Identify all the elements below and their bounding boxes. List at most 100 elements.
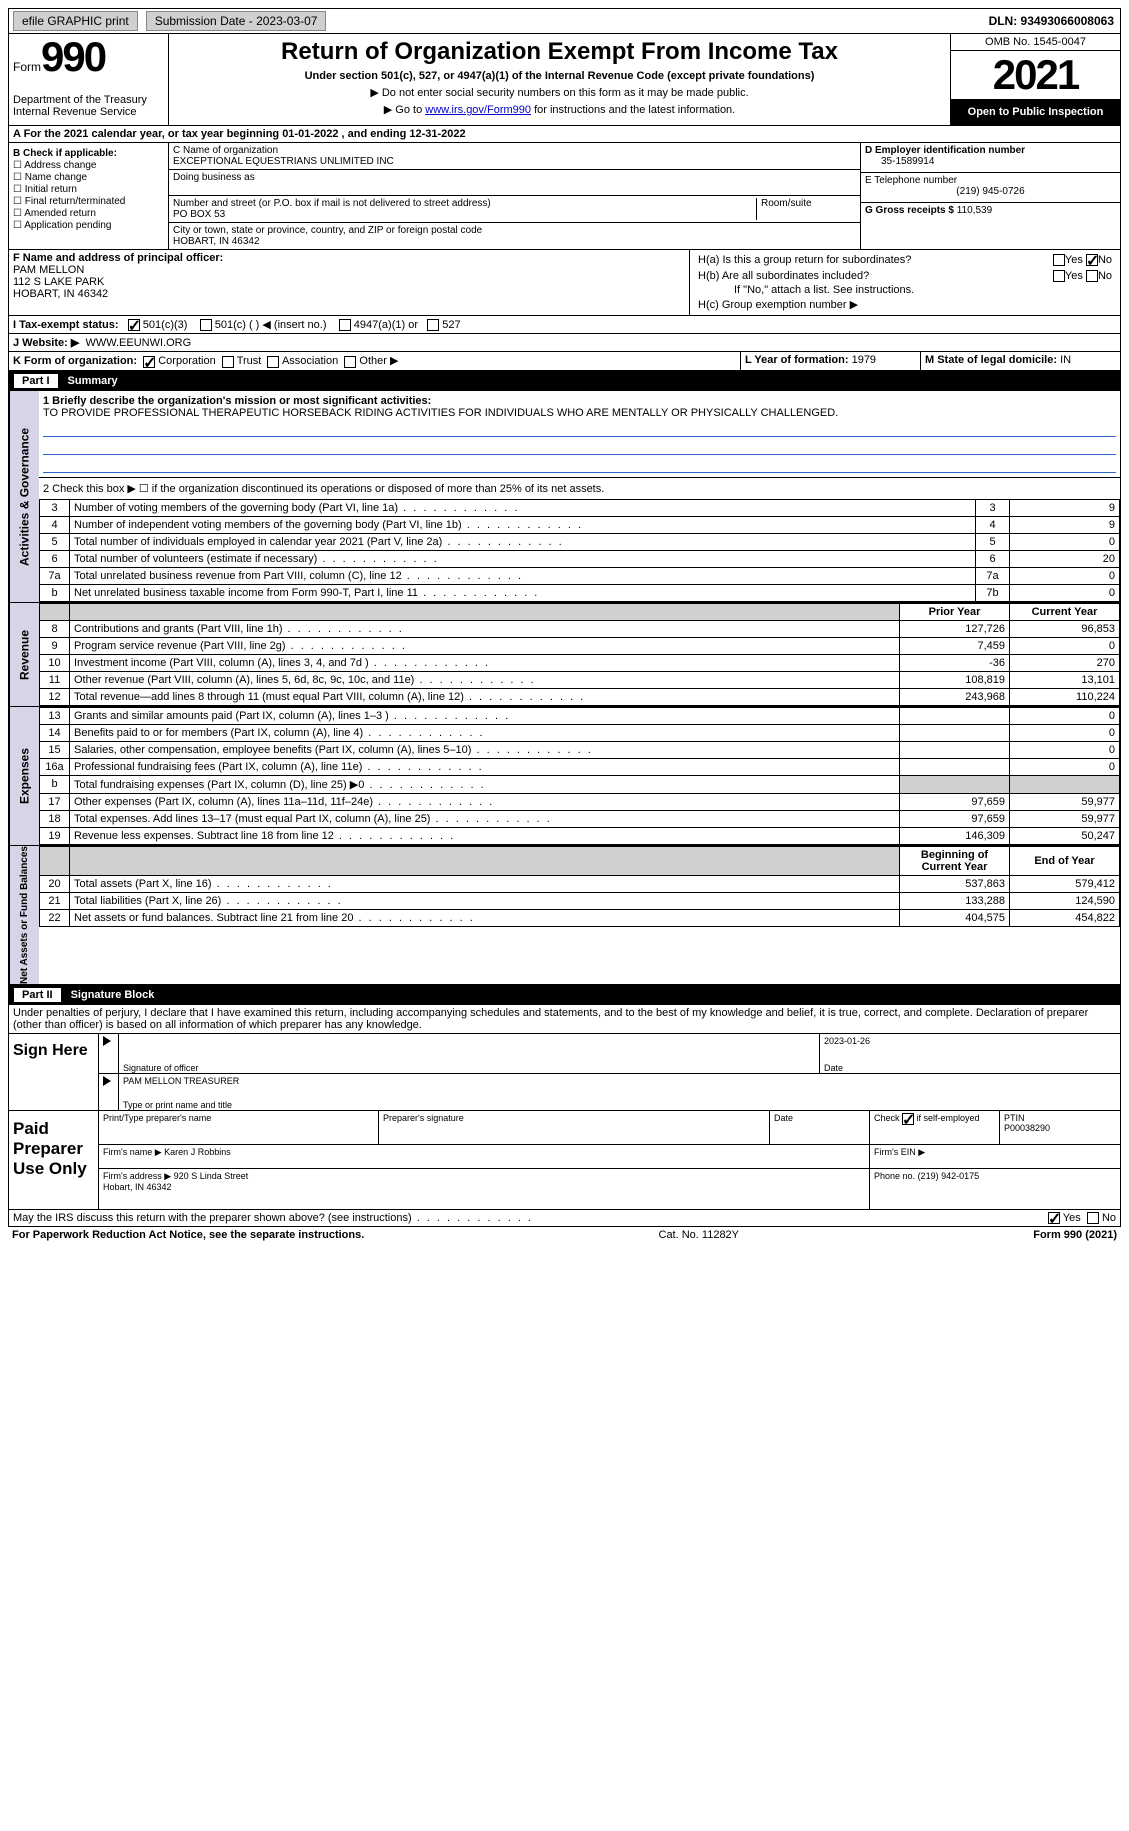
line-text: Professional fundraising fees (Part IX, … [70,758,900,775]
line-value: 9 [1010,516,1120,533]
check-other[interactable] [344,356,356,368]
line-value: 20 [1010,550,1120,567]
check-corp[interactable] [143,356,155,368]
line-text: Total unrelated business revenue from Pa… [70,567,976,584]
check-trust[interactable] [222,356,234,368]
dba-label: Doing business as [173,172,856,183]
addr-label: Number and street (or P.O. box if mail i… [173,198,756,209]
firm-name-value: Karen J Robbins [164,1147,231,1157]
line-text: Total number of individuals employed in … [70,533,976,550]
irs-link[interactable]: www.irs.gov/Form990 [425,104,531,116]
line-num: 22 [40,909,70,926]
prior-value: 97,659 [900,793,1010,810]
pra-notice: For Paperwork Reduction Act Notice, see … [12,1229,364,1241]
topbar: efile GRAPHIC print Submission Date - 20… [8,8,1121,34]
line-num: 7a [40,567,70,584]
hb-label: H(b) Are all subordinates included? [698,270,869,282]
check-527[interactable] [427,319,439,331]
check-app-pending[interactable]: ☐ Application pending [13,220,164,231]
table-row: 9 Program service revenue (Part VIII, li… [40,637,1120,654]
city-label: City or town, state or province, country… [173,225,856,236]
sidebar-governance: Activities & Governance [9,391,39,602]
ha-answer: Yes No [1053,254,1112,266]
check-assoc[interactable] [267,356,279,368]
footer: For Paperwork Reduction Act Notice, see … [8,1227,1121,1243]
ptin-value: P00038290 [1004,1123,1116,1133]
table-row: 22 Net assets or fund balances. Subtract… [40,909,1120,926]
table-row: 14 Benefits paid to or for members (Part… [40,724,1120,741]
check-amended[interactable]: ☐ Amended return [13,208,164,219]
check-initial-return[interactable]: ☐ Initial return [13,184,164,195]
line-text: Benefits paid to or for members (Part IX… [70,724,900,741]
line-a: A For the 2021 calendar year, or tax yea… [8,126,1121,143]
table-row: 11 Other revenue (Part VIII, column (A),… [40,671,1120,688]
prep-sig-label: Preparer's signature [379,1111,770,1144]
table-row: b Net unrelated business taxable income … [40,584,1120,601]
tax-year: 2021 [951,51,1120,100]
sign-here-block: Sign Here Signature of officer 2023-01-2… [8,1034,1121,1111]
line-value: 0 [1010,567,1120,584]
sidebar-expenses: Expenses [9,707,39,845]
line-text: Total assets (Part X, line 16) [70,875,900,892]
ha-yes-check[interactable] [1053,254,1065,266]
table-row: 5 Total number of individuals employed i… [40,533,1120,550]
omb-number: OMB No. 1545-0047 [951,34,1120,51]
line-num: 5 [40,533,70,550]
submission-date-button[interactable]: Submission Date - 2023-03-07 [146,11,327,31]
hb-yes-check[interactable] [1053,270,1065,282]
line-value: 0 [1010,584,1120,601]
prior-value: 97,659 [900,810,1010,827]
prior-value: 127,726 [900,620,1010,637]
form-title: Return of Organization Exempt From Incom… [173,38,946,66]
ha-no-check[interactable] [1086,254,1098,266]
line2-text: 2 Check this box ▶ ☐ if the organization… [39,478,1120,499]
table-row: 3 Number of voting members of the govern… [40,499,1120,516]
part2-header: Part II Signature Block [8,985,1121,1005]
prior-value: -36 [900,654,1010,671]
check-501c[interactable] [200,319,212,331]
line-text: Total liabilities (Part X, line 26) [70,892,900,909]
dln-text: DLN: 93493066008063 [989,14,1114,28]
line-text: Number of independent voting members of … [70,516,976,533]
phone-value: (219) 945-0726 [865,186,1116,197]
part1-title: Summary [68,375,118,387]
table-row: 13 Grants and similar amounts paid (Part… [40,707,1120,724]
firm-phone-value: (219) 942-0175 [918,1171,980,1181]
self-employed-check[interactable]: Check if self-employed [874,1113,980,1123]
line-text: Total fundraising expenses (Part IX, col… [70,775,900,793]
check-4947[interactable] [339,319,351,331]
current-value: 124,590 [1010,892,1120,909]
arrow-icon [103,1076,111,1086]
discuss-yes-check[interactable] [1048,1212,1060,1224]
line-text: Salaries, other compensation, employee b… [70,741,900,758]
prior-value: 7,459 [900,637,1010,654]
box-b-header: B Check if applicable: [13,148,117,159]
check-501c3[interactable] [128,319,140,331]
discuss-no-check[interactable] [1087,1212,1099,1224]
table-row: 16a Professional fundraising fees (Part … [40,758,1120,775]
efile-print-button[interactable]: efile GRAPHIC print [13,11,138,31]
prior-value [900,724,1010,741]
line-ref: 7a [976,567,1010,584]
current-value: 579,412 [1010,875,1120,892]
box-b: B Check if applicable: ☐ Address change … [9,143,169,249]
line-text: Contributions and grants (Part VIII, lin… [70,620,900,637]
sig-date-label: Date [824,1063,843,1073]
check-address-change[interactable]: ☐ Address change [13,160,164,171]
part1-netassets: Net Assets or Fund Balances Beginning of… [8,846,1121,985]
line-text: Total revenue—add lines 8 through 11 (mu… [70,688,900,705]
note-link: ▶ Go to www.irs.gov/Form990 for instruct… [173,103,946,116]
officer-addr2: HOBART, IN 46342 [13,288,685,300]
part1-tag: Part I [14,374,58,388]
line-num: 8 [40,620,70,637]
room-label: Room/suite [756,198,856,220]
firm-addr-label: Firm's address ▶ [103,1171,171,1181]
sidebar-netassets: Net Assets or Fund Balances [9,846,39,984]
officer-name-title: PAM MELLON TREASURER [123,1076,239,1086]
line-text: Revenue less expenses. Subtract line 18 … [70,827,900,844]
line-i: I Tax-exempt status: 501(c)(3) 501(c) ( … [8,316,1121,334]
prior-value: 146,309 [900,827,1010,844]
check-name-change[interactable]: ☐ Name change [13,172,164,183]
hb-no-check[interactable] [1086,270,1098,282]
check-final-return[interactable]: ☐ Final return/terminated [13,196,164,207]
